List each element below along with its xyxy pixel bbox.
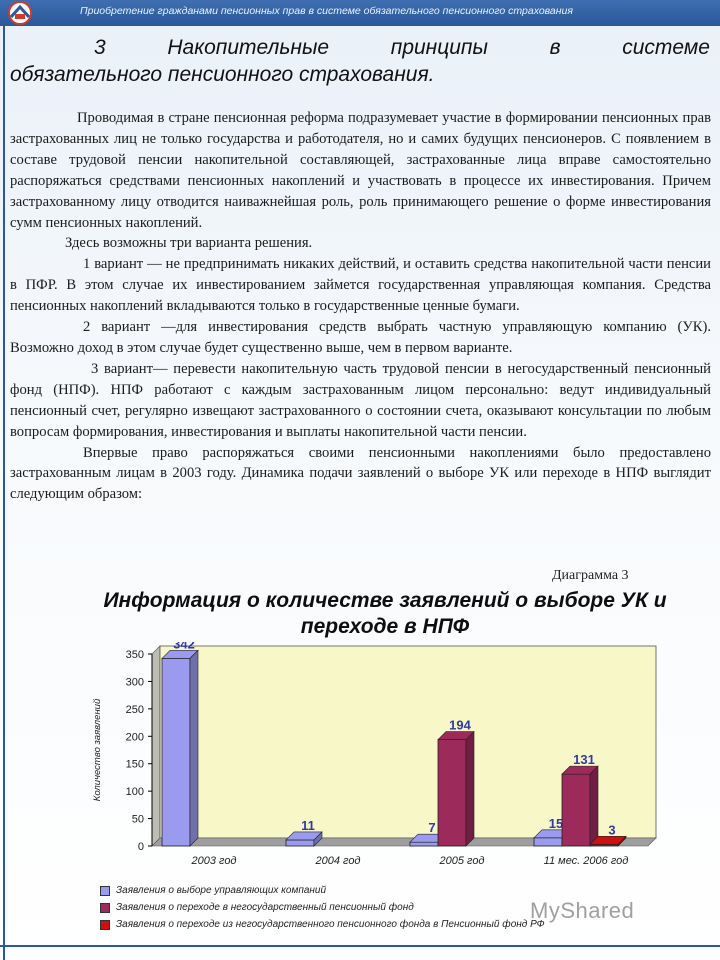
bar-side	[589, 765, 599, 847]
bottom-rule	[0, 945, 720, 947]
data-label: 7	[428, 820, 435, 835]
data-label: 131	[573, 752, 595, 767]
data-label: 342	[173, 642, 195, 651]
bar	[161, 657, 191, 847]
chart-title-line-1: Информация о количестве заявлений о выбо…	[103, 589, 667, 612]
x-tick-label: 11 мес. 2006 год	[544, 855, 629, 867]
bar	[533, 837, 563, 847]
watermark: MyShared	[530, 898, 634, 924]
legend-item: Заявления о переходе в негосударственный…	[100, 899, 545, 916]
x-tick-label: 2004 год	[314, 855, 360, 867]
y-tick-label: 150	[126, 759, 144, 771]
legend-item: Заявления о выборе управляющих компаний	[100, 882, 545, 899]
heading-word: принципы	[390, 36, 488, 59]
diagram-label: Диаграмма 3	[552, 568, 629, 583]
data-label: 194	[449, 718, 471, 733]
section-heading: 3 Накопительные принципы в системе обяза…	[10, 34, 710, 88]
chart-legend: Заявления о выборе управляющих компаний З…	[100, 882, 545, 933]
heading-word: Накопительные	[167, 36, 330, 59]
legend-swatch	[100, 919, 110, 930]
legend-swatch	[100, 885, 110, 896]
legend-label: Заявления о выборе управляющих компаний	[116, 885, 327, 896]
y-tick-label: 350	[126, 649, 144, 661]
y-tick-label: 300	[126, 676, 144, 688]
paragraph: 3 вариант— перевести накопительную часть…	[10, 360, 711, 440]
data-label: 11	[301, 818, 315, 833]
paragraph: 1 вариант — не предпринимать никаких дей…	[10, 256, 711, 315]
bar	[561, 773, 591, 847]
bar-side	[465, 730, 475, 847]
legend-item: Заявления о переходе из негосударственно…	[100, 916, 545, 933]
y-tick-label: 100	[126, 786, 144, 798]
bar-side	[189, 649, 199, 847]
heading-line-1: 3 Накопительные принципы в системе	[10, 34, 710, 61]
x-tick-label: 2005 год	[438, 855, 484, 867]
y-tick-label: 50	[132, 814, 144, 826]
chart-floor	[151, 837, 657, 847]
paragraph: Впервые право распоряжаться своими пенси…	[10, 444, 711, 503]
heading-word: системе	[622, 36, 710, 59]
data-label: 15	[549, 816, 563, 831]
y-tick-label: 0	[138, 841, 144, 853]
y-axis-label: Количество заявлений	[92, 698, 103, 801]
chart-side-wall	[151, 645, 161, 847]
heading-line-2: обязательного пенсионного страхования.	[10, 63, 435, 86]
legend-label: Заявления о переходе из негосударственно…	[116, 919, 545, 930]
bar	[409, 841, 439, 847]
header-text: Приобретение гражданами пенсионных прав …	[80, 5, 573, 17]
heading-word: в	[549, 36, 561, 59]
legend-label: Заявления о переходе в негосударственный…	[116, 902, 414, 913]
chart-title-line-2: переходе в НПФ	[300, 615, 470, 638]
bar-side	[313, 831, 323, 847]
heading-word: 3	[94, 36, 106, 59]
body-text: Проводимая в стране пенсионная реформа п…	[10, 108, 711, 505]
left-rule	[3, 26, 5, 960]
data-label: 3	[608, 822, 615, 837]
pfr-logo-icon	[8, 1, 32, 25]
paragraph: Проводимая в стране пенсионная реформа п…	[10, 110, 711, 231]
y-tick-label: 200	[126, 731, 144, 743]
bar-side	[617, 835, 627, 847]
y-tick-label: 250	[126, 704, 144, 716]
watermark-text: MyShared	[530, 898, 635, 923]
bar-chart: 0 50 100 150 200 250 300 350 Количество заявлени…	[92, 642, 657, 867]
paragraph: 2 вариант —для инвестирования средств вы…	[10, 319, 711, 356]
paragraph: Здесь возможны три варианта решения.	[65, 235, 313, 252]
chart-title: Информация о количестве заявлений о выбо…	[40, 588, 720, 640]
bar	[437, 739, 467, 847]
x-tick-label: 2003 год	[190, 855, 236, 867]
header-bar: Приобретение гражданами пенсионных прав …	[0, 0, 720, 26]
bar	[285, 839, 315, 847]
legend-swatch	[100, 902, 110, 913]
